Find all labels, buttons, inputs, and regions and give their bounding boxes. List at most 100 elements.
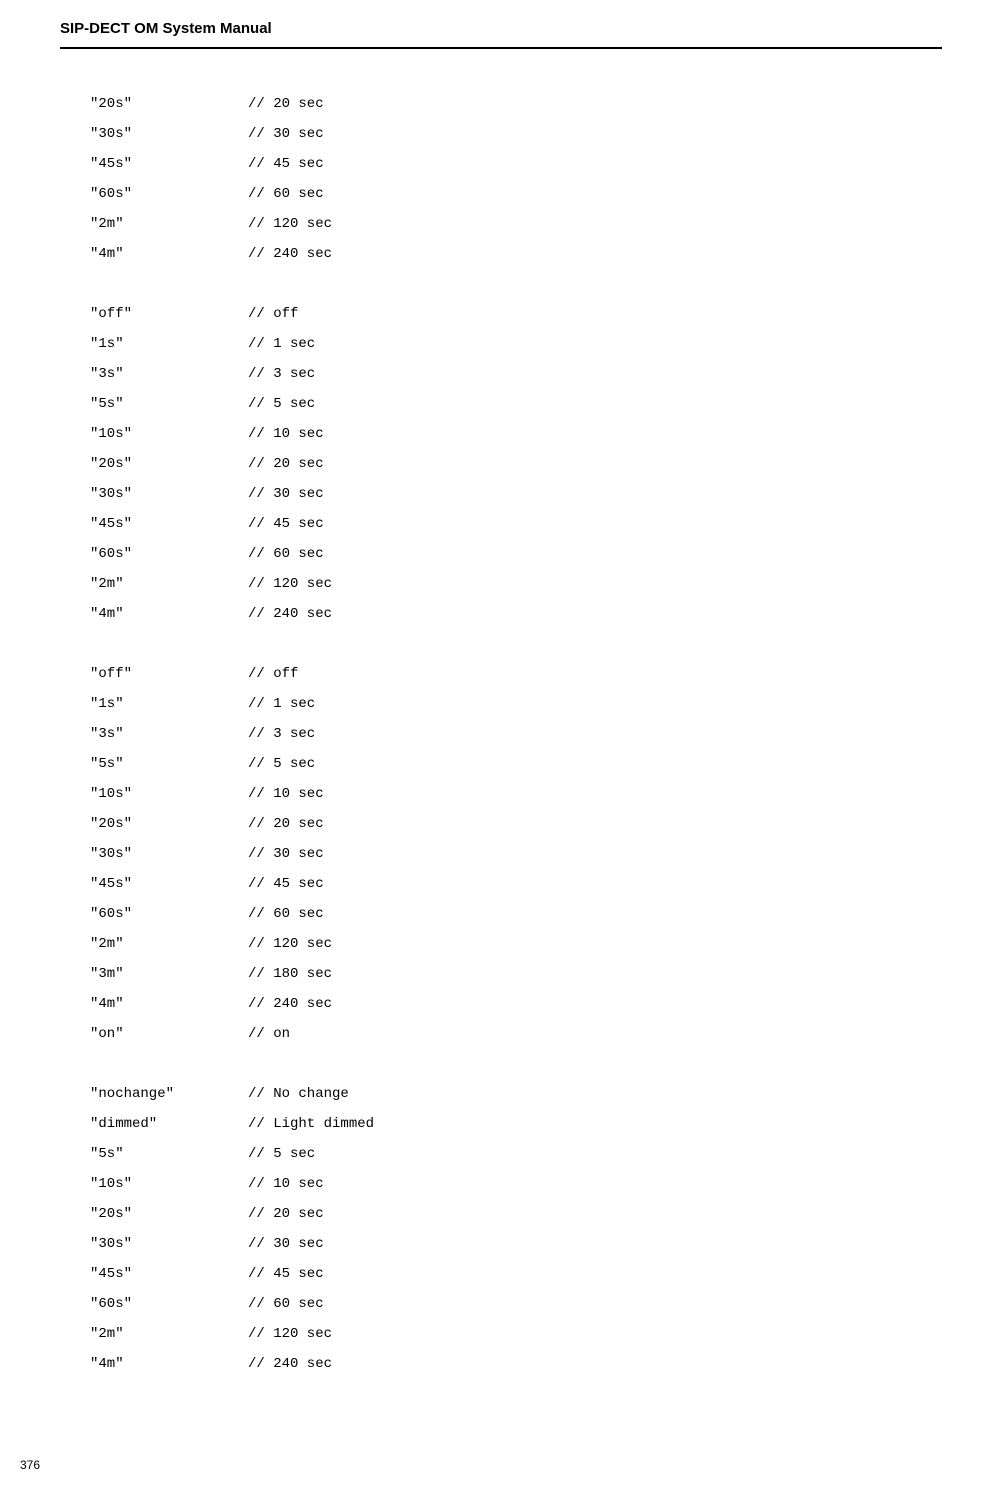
code-value: "60s" <box>90 899 248 929</box>
code-value: "60s" <box>90 1289 248 1319</box>
code-line: "2m"// 120 sec <box>90 569 942 599</box>
code-line: "on"// on <box>90 1019 942 1049</box>
code-line: "5s"// 5 sec <box>90 749 942 779</box>
code-comment: // 30 sec <box>248 479 324 509</box>
code-line: "4m"// 240 sec <box>90 989 942 1019</box>
code-value: "nochange" <box>90 1079 248 1109</box>
code-comment: // 10 sec <box>248 779 324 809</box>
code-line: "nochange"// No change <box>90 1079 942 1109</box>
code-value: "4m" <box>90 1349 248 1379</box>
code-line: "4m"// 240 sec <box>90 239 942 269</box>
code-value: "10s" <box>90 779 248 809</box>
code-value: "2m" <box>90 569 248 599</box>
code-comment: // No change <box>248 1079 349 1109</box>
code-comment: // off <box>248 659 298 689</box>
code-line: "3s"// 3 sec <box>90 359 942 389</box>
code-value: "20s" <box>90 809 248 839</box>
code-line: "2m"// 120 sec <box>90 929 942 959</box>
code-comment: // 240 sec <box>248 1349 332 1379</box>
code-comment: // 240 sec <box>248 989 332 1019</box>
document-page: SIP-DECT OM System Manual "20s"// 20 sec… <box>0 0 1002 1492</box>
code-value: "20s" <box>90 1199 248 1229</box>
code-comment: // 10 sec <box>248 1169 324 1199</box>
code-value: "10s" <box>90 419 248 449</box>
code-value: "off" <box>90 299 248 329</box>
code-line: "off"// off <box>90 659 942 689</box>
code-line: "3m"// 180 sec <box>90 959 942 989</box>
code-value: "1s" <box>90 689 248 719</box>
code-comment: // 1 sec <box>248 689 315 719</box>
code-value: "on" <box>90 1019 248 1049</box>
code-comment: // 20 sec <box>248 809 324 839</box>
code-comment: // 120 sec <box>248 209 332 239</box>
code-value: "30s" <box>90 119 248 149</box>
blank-line <box>90 1049 942 1079</box>
page-header: SIP-DECT OM System Manual <box>60 20 942 49</box>
code-line: "20s"// 20 sec <box>90 1199 942 1229</box>
code-comment: // 20 sec <box>248 1199 324 1229</box>
code-value: "3m" <box>90 959 248 989</box>
code-value: "4m" <box>90 989 248 1019</box>
code-comment: // 20 sec <box>248 449 324 479</box>
code-comment: // 3 sec <box>248 719 315 749</box>
code-line: "2m"// 120 sec <box>90 209 942 239</box>
code-value: "2m" <box>90 209 248 239</box>
code-comment: // 30 sec <box>248 119 324 149</box>
code-line: "10s"// 10 sec <box>90 419 942 449</box>
code-block: "20s"// 20 sec"30s"// 30 sec"45s"// 45 s… <box>90 89 942 1379</box>
code-comment: // 5 sec <box>248 749 315 779</box>
code-value: "4m" <box>90 239 248 269</box>
code-comment: // 60 sec <box>248 179 324 209</box>
code-value: "2m" <box>90 929 248 959</box>
code-comment: // 20 sec <box>248 89 324 119</box>
code-line: "60s"// 60 sec <box>90 179 942 209</box>
code-value: "30s" <box>90 1229 248 1259</box>
code-comment: // off <box>248 299 298 329</box>
code-value: "3s" <box>90 359 248 389</box>
code-value: "1s" <box>90 329 248 359</box>
code-value: "10s" <box>90 1169 248 1199</box>
code-line: "20s"// 20 sec <box>90 809 942 839</box>
code-value: "45s" <box>90 509 248 539</box>
code-value: "30s" <box>90 839 248 869</box>
code-value: "4m" <box>90 599 248 629</box>
code-value: "60s" <box>90 179 248 209</box>
code-comment: // 3 sec <box>248 359 315 389</box>
code-line: "5s"// 5 sec <box>90 1139 942 1169</box>
code-line: "10s"// 10 sec <box>90 779 942 809</box>
code-line: "45s"// 45 sec <box>90 509 942 539</box>
code-comment: // 60 sec <box>248 1289 324 1319</box>
code-value: "45s" <box>90 869 248 899</box>
code-line: "30s"// 30 sec <box>90 119 942 149</box>
code-comment: // 60 sec <box>248 539 324 569</box>
code-value: "45s" <box>90 1259 248 1289</box>
code-line: "2m"// 120 sec <box>90 1319 942 1349</box>
code-comment: // 120 sec <box>248 569 332 599</box>
code-value: "20s" <box>90 449 248 479</box>
page-number: 376 <box>20 1458 40 1472</box>
code-line: "20s"// 20 sec <box>90 449 942 479</box>
code-comment: // 60 sec <box>248 899 324 929</box>
code-comment: // 30 sec <box>248 1229 324 1259</box>
code-value: "dimmed" <box>90 1109 248 1139</box>
code-value: "off" <box>90 659 248 689</box>
code-line: "45s"// 45 sec <box>90 1259 942 1289</box>
code-comment: // 45 sec <box>248 869 324 899</box>
code-comment: // 30 sec <box>248 839 324 869</box>
code-line: "60s"// 60 sec <box>90 539 942 569</box>
code-line: "30s"// 30 sec <box>90 1229 942 1259</box>
code-comment: // 5 sec <box>248 1139 315 1169</box>
code-value: "30s" <box>90 479 248 509</box>
blank-line <box>90 269 942 299</box>
code-line: "60s"// 60 sec <box>90 1289 942 1319</box>
code-comment: // 240 sec <box>248 599 332 629</box>
code-comment: // 1 sec <box>248 329 315 359</box>
code-line: "1s"// 1 sec <box>90 329 942 359</box>
code-line: "30s"// 30 sec <box>90 839 942 869</box>
code-line: "3s"// 3 sec <box>90 719 942 749</box>
code-line: "1s"// 1 sec <box>90 689 942 719</box>
code-line: "4m"// 240 sec <box>90 599 942 629</box>
code-comment: // on <box>248 1019 290 1049</box>
code-value: "20s" <box>90 89 248 119</box>
code-line: "60s"// 60 sec <box>90 899 942 929</box>
